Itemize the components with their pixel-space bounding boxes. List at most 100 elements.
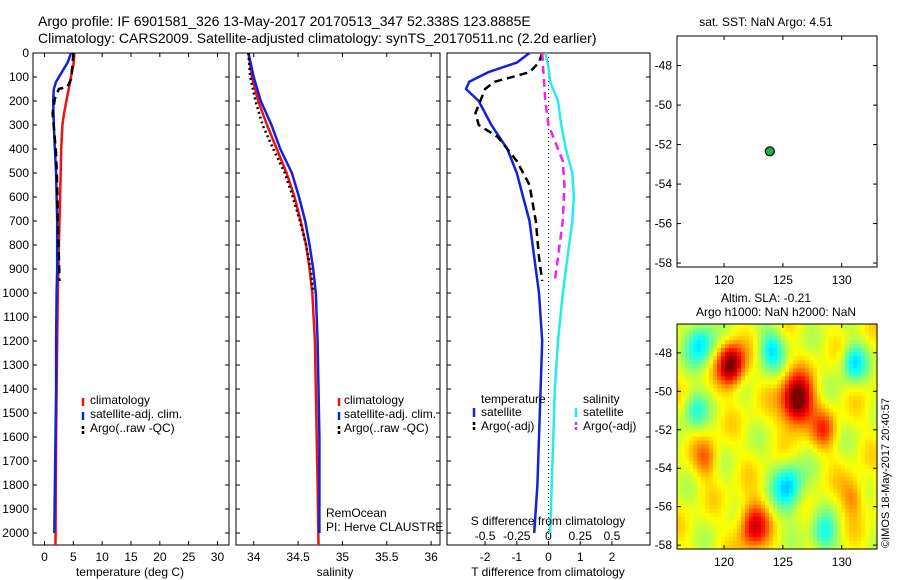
heatmap-cell bbox=[833, 448, 838, 454]
heatmap-cell bbox=[681, 428, 686, 434]
temperature-xlabel: temperature (deg C) bbox=[76, 565, 184, 579]
heatmap-cell bbox=[777, 328, 782, 333]
heatmap-cell bbox=[733, 532, 738, 538]
heatmap-cell bbox=[741, 400, 746, 405]
heatmap-cell bbox=[709, 416, 714, 422]
heatmap-cell bbox=[745, 376, 750, 381]
heatmap-cell bbox=[809, 436, 814, 442]
heatmap-cell bbox=[689, 496, 694, 502]
heatmap-cell bbox=[705, 428, 710, 434]
heatmap-cell bbox=[865, 516, 870, 522]
temperature-panel: 0100200300400500600700800900100011001200… bbox=[2, 46, 230, 579]
series-argo-raw-qc- bbox=[51, 52, 75, 282]
heatmap-cell bbox=[773, 512, 778, 518]
heatmap-cell bbox=[797, 420, 802, 426]
heatmap-cell bbox=[725, 332, 730, 337]
heatmap-cell bbox=[841, 396, 846, 401]
heatmap-cell bbox=[733, 468, 738, 474]
heatmap-cell bbox=[729, 496, 734, 502]
sst-map-title: sat. SST: NaN Argo: 4.51 bbox=[699, 15, 833, 29]
legend-label-argo: Argo(..raw -QC) bbox=[344, 421, 429, 435]
heatmap-cell bbox=[849, 464, 854, 470]
heatmap-cell bbox=[781, 344, 786, 349]
annotation-pi: PI: Herve CLAUSTRE bbox=[326, 520, 443, 534]
heatmap-cell bbox=[837, 488, 842, 494]
annotation-project: RemOcean bbox=[326, 506, 387, 520]
heatmap-cell bbox=[837, 476, 842, 482]
heatmap-cell bbox=[757, 376, 762, 381]
heatmap-cell bbox=[861, 416, 866, 422]
heatmap-cell bbox=[697, 460, 702, 466]
heatmap-cell bbox=[813, 540, 818, 546]
heatmap-cell bbox=[853, 460, 858, 466]
heatmap-cell bbox=[733, 520, 738, 526]
heatmap-cell bbox=[717, 440, 722, 446]
salinity-xlabel: salinity bbox=[317, 565, 354, 579]
heatmap-cell bbox=[853, 388, 858, 393]
heatmap-cell bbox=[717, 372, 722, 377]
heatmap-cell bbox=[709, 520, 714, 526]
heatmap-cell bbox=[701, 496, 706, 502]
heatmap-cell bbox=[785, 428, 790, 434]
heatmap-cell bbox=[797, 456, 802, 462]
heatmap-cell bbox=[741, 356, 746, 361]
heatmap-cell bbox=[697, 544, 702, 550]
heatmap-cell bbox=[789, 344, 794, 349]
heatmap-cell bbox=[781, 384, 786, 389]
heatmap-cell bbox=[777, 476, 782, 482]
heatmap-cell bbox=[817, 424, 822, 430]
heatmap-cell bbox=[777, 416, 782, 422]
heatmap-cell bbox=[781, 444, 786, 450]
heatmap-cell bbox=[729, 492, 734, 498]
heatmap-cell bbox=[681, 520, 686, 526]
heatmap-cell bbox=[829, 432, 834, 438]
heatmap-cell bbox=[813, 356, 818, 361]
heatmap-cell bbox=[841, 412, 846, 418]
heatmap-cell bbox=[873, 512, 878, 518]
heatmap-cell bbox=[833, 492, 838, 498]
heatmap-cell bbox=[849, 424, 854, 430]
heatmap-cell bbox=[781, 368, 786, 373]
heatmap-cell bbox=[693, 372, 698, 377]
heatmap-cell bbox=[857, 436, 862, 442]
heatmap-cell bbox=[733, 344, 738, 349]
heatmap-cell bbox=[709, 324, 714, 329]
heatmap-cell bbox=[737, 392, 742, 397]
heatmap-cell bbox=[717, 452, 722, 458]
heatmap-cell bbox=[757, 464, 762, 470]
heatmap-cell bbox=[785, 380, 790, 385]
heatmap-cell bbox=[681, 420, 686, 426]
heatmap-cell bbox=[709, 448, 714, 454]
heatmap-cell bbox=[817, 492, 822, 498]
heatmap-cell bbox=[833, 444, 838, 450]
heatmap-cell bbox=[809, 508, 814, 514]
heatmap-cell bbox=[701, 500, 706, 506]
heatmap-cell bbox=[701, 476, 706, 482]
heatmap-cell bbox=[873, 364, 878, 369]
x-tick-label: 20 bbox=[153, 550, 167, 564]
heatmap-cell bbox=[761, 404, 766, 409]
heatmap-cell bbox=[813, 396, 818, 401]
heatmap-cell bbox=[833, 420, 838, 426]
heatmap-cell bbox=[709, 368, 714, 373]
heatmap-cell bbox=[737, 444, 742, 450]
heatmap-cell bbox=[821, 376, 826, 381]
heatmap-cell bbox=[781, 504, 786, 510]
heatmap-cell bbox=[781, 500, 786, 506]
heatmap-cell bbox=[693, 496, 698, 502]
heatmap-cell bbox=[793, 432, 798, 438]
heatmap-cell bbox=[745, 508, 750, 514]
heatmap-cell bbox=[861, 524, 866, 530]
heatmap-cell bbox=[769, 472, 774, 478]
heatmap-cell bbox=[757, 372, 762, 377]
heatmap-cell bbox=[773, 516, 778, 522]
heatmap-cell bbox=[753, 544, 758, 550]
heatmap-cell bbox=[689, 488, 694, 494]
heatmap-cell bbox=[809, 336, 814, 341]
heatmap-cell bbox=[825, 396, 830, 401]
heatmap-cell bbox=[745, 440, 750, 446]
heatmap-cell bbox=[861, 508, 866, 514]
heatmap-cell bbox=[873, 468, 878, 474]
heatmap-cell bbox=[697, 504, 702, 510]
heatmap-cell bbox=[845, 324, 850, 329]
